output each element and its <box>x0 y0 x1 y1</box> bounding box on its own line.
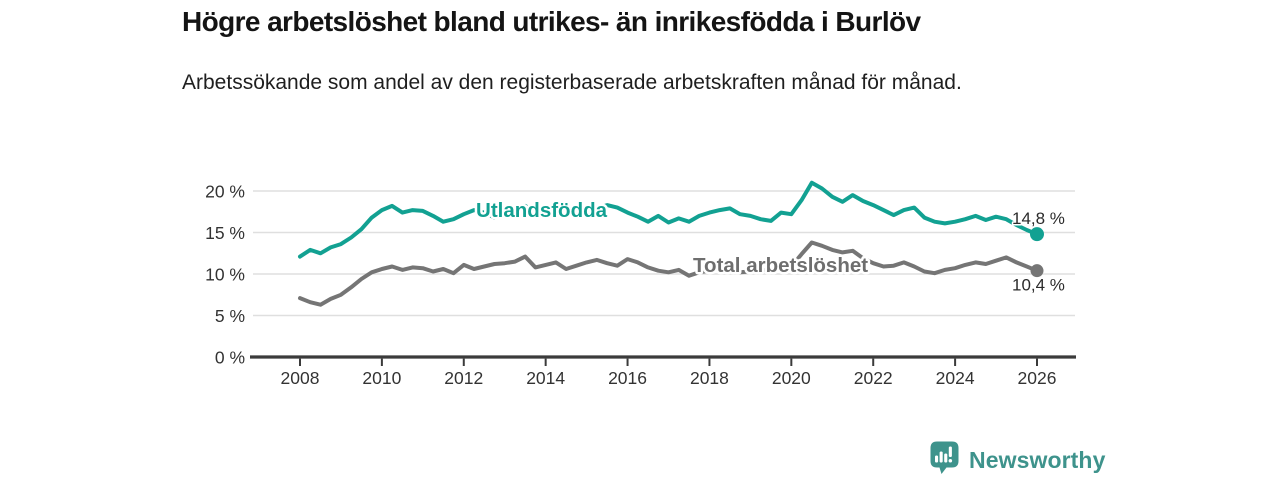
svg-text:2020: 2020 <box>772 368 811 388</box>
svg-text:2018: 2018 <box>690 368 729 388</box>
svg-text:20 %: 20 % <box>205 182 245 202</box>
svg-text:2016: 2016 <box>608 368 647 388</box>
svg-text:Total arbetslöshet: Total arbetslöshet <box>693 254 868 277</box>
newsworthy-logo-icon <box>930 441 959 480</box>
svg-text:14,8 %: 14,8 % <box>1012 209 1065 228</box>
svg-text:Utlandsfödda: Utlandsfödda <box>476 199 608 222</box>
svg-text:2024: 2024 <box>936 368 975 388</box>
svg-text:5 %: 5 % <box>215 306 245 326</box>
svg-text:10 %: 10 % <box>205 265 245 285</box>
branding: Newsworthy <box>930 441 1105 480</box>
svg-text:2010: 2010 <box>362 368 401 388</box>
newsworthy-wordmark: Newsworthy <box>969 447 1106 473</box>
svg-text:0 %: 0 % <box>215 348 245 368</box>
svg-text:15 %: 15 % <box>205 223 245 243</box>
svg-text:2012: 2012 <box>444 368 483 388</box>
svg-text:10,4 %: 10,4 % <box>1012 276 1065 295</box>
svg-text:2014: 2014 <box>526 368 565 388</box>
chart-title: Högre arbetslöshet bland utrikes- än inr… <box>182 6 921 37</box>
svg-text:2026: 2026 <box>1018 368 1057 388</box>
svg-text:2022: 2022 <box>854 368 893 388</box>
svg-text:2008: 2008 <box>281 368 320 388</box>
chart-subtitle: Arbetssökande som andel av den registerb… <box>182 71 962 94</box>
